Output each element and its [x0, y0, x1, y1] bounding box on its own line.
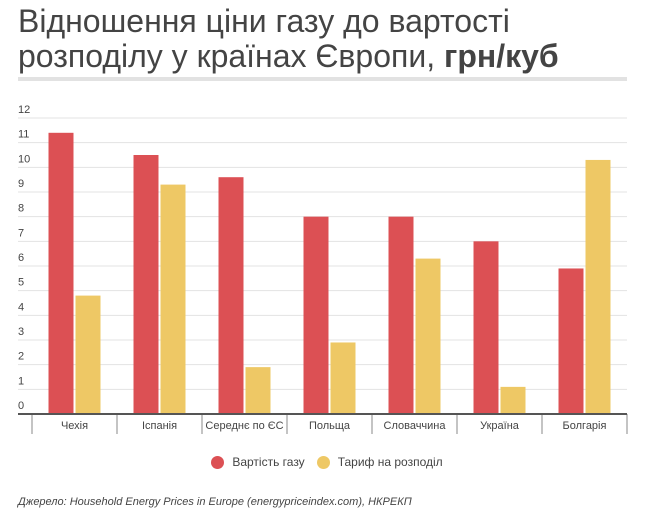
- y-tick-label: 11: [18, 129, 29, 141]
- y-tick-label: 8: [18, 203, 24, 215]
- y-tick-label: 10: [18, 153, 30, 165]
- chart-title: Відношення ціни газу до вартості розподі…: [18, 4, 627, 74]
- y-tick-label: 3: [18, 326, 24, 338]
- bar: [133, 155, 159, 414]
- x-tick-label: Чехія: [61, 420, 88, 432]
- title-divider: [18, 77, 627, 81]
- x-tick-label: Україна: [480, 420, 520, 432]
- y-tick-label: 6: [18, 252, 24, 264]
- bar: [330, 342, 356, 414]
- y-tick-label: 0: [18, 400, 24, 412]
- x-tick-label: Болгарія: [563, 420, 607, 432]
- legend: Вартість газу Тариф на розподіл: [0, 455, 650, 469]
- y-tick-label: 7: [18, 227, 24, 239]
- legend-swatch-gas: [211, 455, 225, 469]
- x-tick-label: Середнє по ЄС: [205, 420, 283, 432]
- bar: [160, 184, 186, 414]
- legend-label-tariff: Тариф на розподіл: [337, 455, 443, 469]
- bar: [473, 241, 499, 414]
- bar: [303, 216, 329, 414]
- y-tick-label: 9: [18, 178, 24, 190]
- legend-swatch-tariff: [316, 455, 330, 469]
- title-unit: грн/куб: [443, 38, 559, 74]
- legend-label-gas: Вартість газу: [232, 455, 305, 469]
- x-tick-label: Польща: [309, 420, 351, 432]
- bar: [415, 258, 441, 414]
- y-tick-label: 4: [18, 301, 24, 313]
- bar: [585, 159, 611, 414]
- x-tick-label: Іспанія: [142, 420, 177, 432]
- y-tick-label: 2: [18, 351, 24, 363]
- bar: [245, 367, 271, 414]
- title-text: Відношення ціни газу до вартості розподі…: [18, 3, 510, 74]
- bar: [388, 216, 414, 414]
- x-tick-label: Словаччина: [384, 420, 447, 432]
- bar: [75, 295, 101, 414]
- bar: [500, 386, 526, 414]
- bar: [218, 177, 244, 414]
- y-tick-label: 12: [18, 104, 30, 116]
- bar: [558, 268, 584, 414]
- source-note: Джерело: Household Energy Prices in Euro…: [18, 496, 412, 508]
- y-tick-label: 5: [18, 277, 24, 289]
- bar: [48, 132, 74, 415]
- y-tick-label: 1: [18, 375, 24, 387]
